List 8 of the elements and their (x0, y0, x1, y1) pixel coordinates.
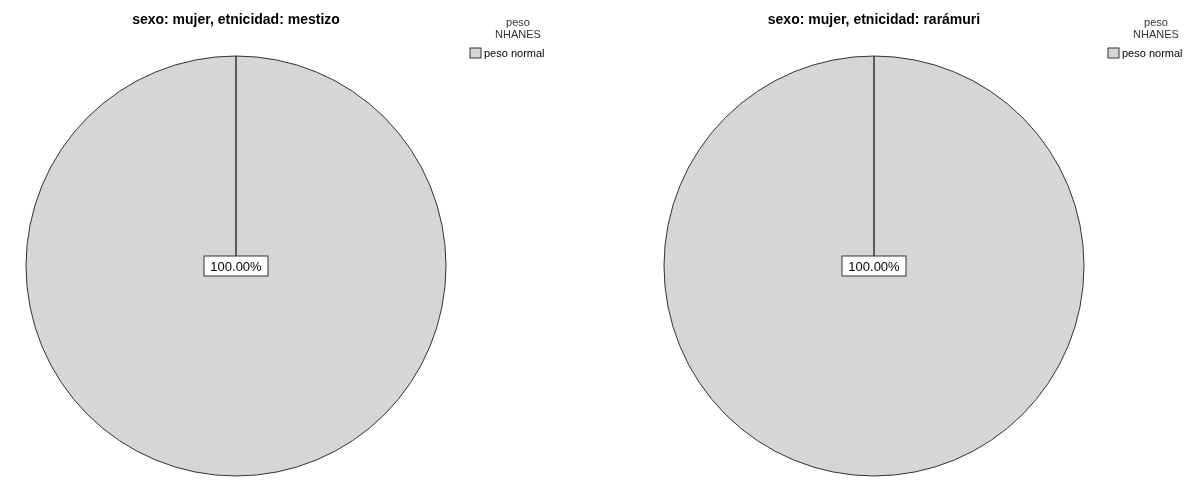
data-label: 100.00% (848, 259, 901, 274)
legend-label: peso normal (1122, 47, 1183, 59)
chart-title: sexo: mujer, etnicidad: rarámuri (767, 11, 981, 27)
legend-label: peso normal (484, 47, 545, 59)
chart-title: sexo: mujer, etnicidad: mestizo (132, 11, 340, 27)
legend-title: peso NHANES (1133, 16, 1179, 40)
data-label: 100.00% (210, 259, 263, 274)
legend-title: peso NHANES (495, 16, 541, 40)
